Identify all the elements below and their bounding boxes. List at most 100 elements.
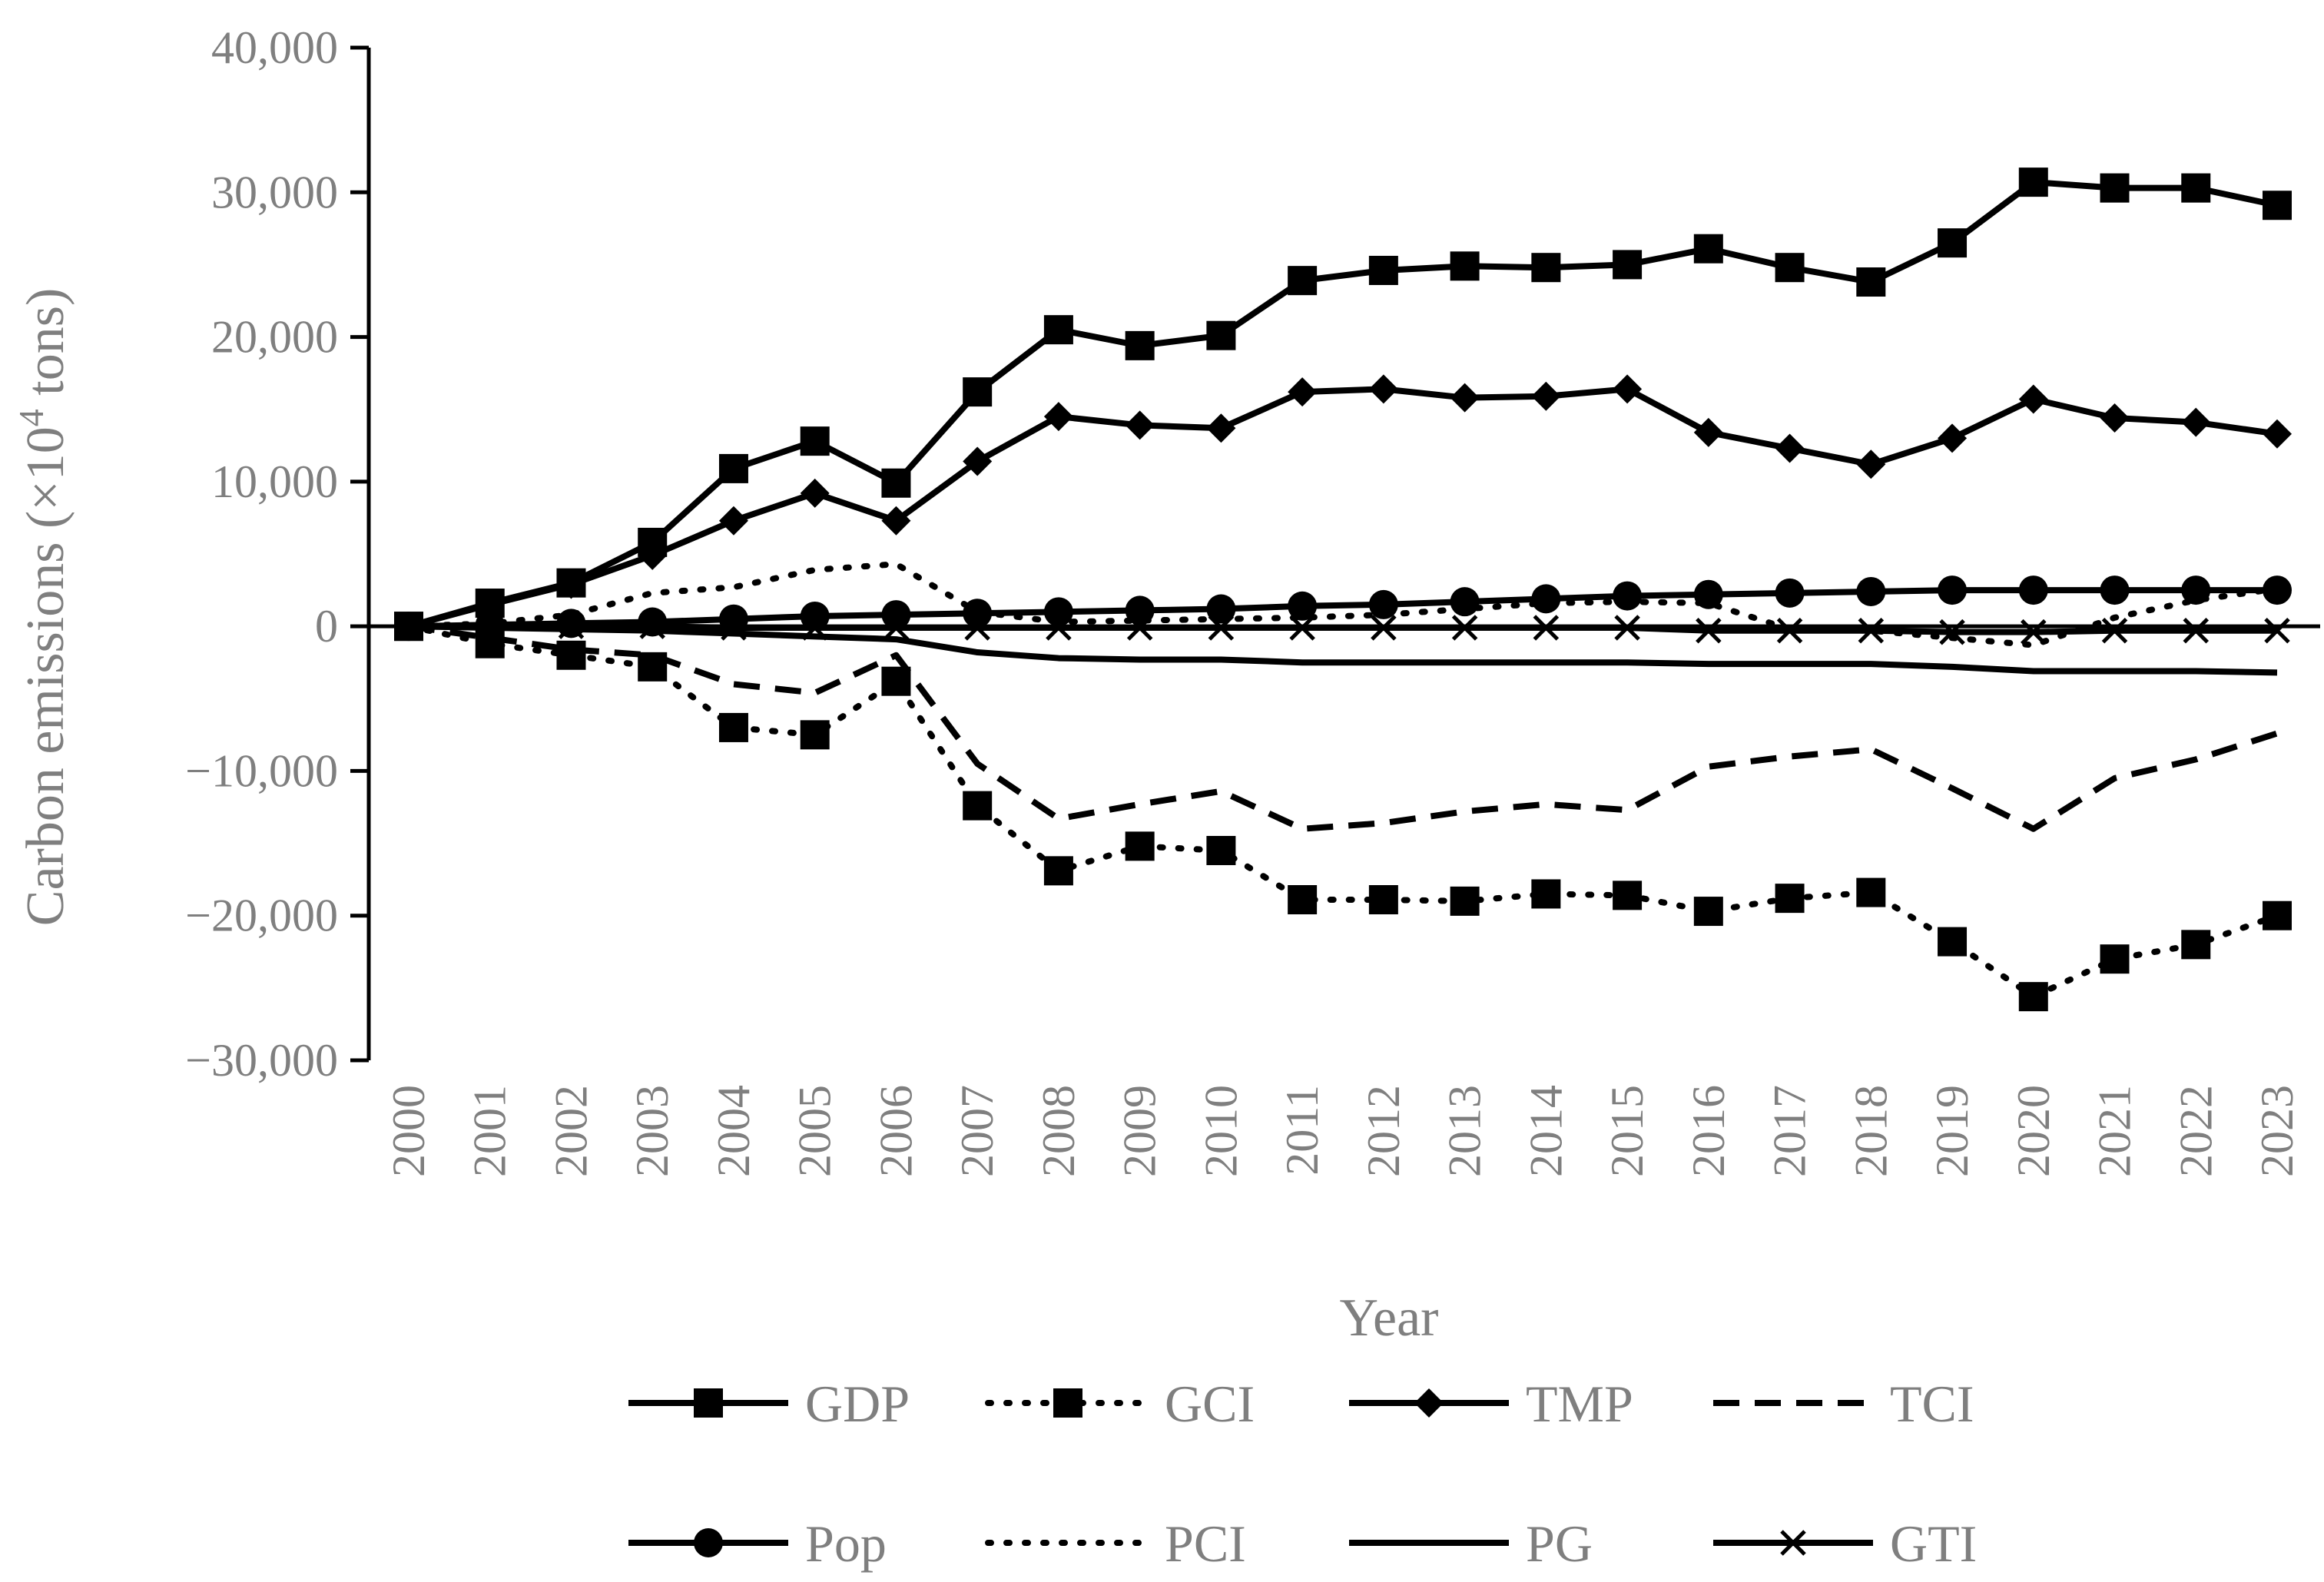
series-line-gdp bbox=[407, 179, 2278, 629]
x-axis-title: Year bbox=[1340, 1288, 1439, 1348]
series-gti bbox=[396, 613, 2290, 645]
series-pci bbox=[406, 561, 2280, 648]
x-tick-label: 2000 bbox=[383, 1085, 434, 1177]
data-point-gdp bbox=[1450, 251, 1480, 281]
data-point-gci bbox=[2018, 982, 2048, 1012]
data-point-gci bbox=[2181, 930, 2211, 960]
data-point-gdp bbox=[2100, 173, 2130, 203]
data-point-gdp bbox=[881, 468, 911, 498]
data-point-gdp bbox=[1693, 234, 1723, 264]
data-point-tmp bbox=[800, 478, 830, 508]
x-tick-label: 2010 bbox=[1195, 1085, 1246, 1177]
data-point-gti bbox=[1776, 618, 1803, 644]
y-tick-label: 30,000 bbox=[211, 167, 338, 217]
x-tick-label: 2022 bbox=[2170, 1085, 2221, 1177]
series-line-pci bbox=[406, 561, 2280, 648]
x-tick-labels: 2000 2001 2002 2003 2004 2005 2006 2007 2008 2009… bbox=[383, 1085, 2302, 1177]
data-point-pop bbox=[800, 601, 830, 631]
data-point-tmp bbox=[1288, 377, 1318, 407]
legend-label-tci: TCI bbox=[1890, 1375, 1974, 1433]
x-tick-label: 2002 bbox=[545, 1085, 596, 1177]
data-point-gdp bbox=[2181, 173, 2211, 203]
data-point-gti bbox=[721, 615, 747, 641]
data-point-pop bbox=[1206, 594, 1236, 624]
data-point-gti bbox=[964, 615, 990, 641]
y-tick-labels: 40,000 30,000 20,000 10,000 0 −10,000 −20,000 −… bbox=[185, 22, 369, 1086]
data-point-pop bbox=[2100, 575, 2130, 605]
data-point-tmp bbox=[638, 540, 668, 570]
legend-label-gti: GTI bbox=[1890, 1514, 1977, 1573]
series-pg bbox=[408, 623, 2278, 676]
series-tci bbox=[408, 623, 2279, 832]
data-point-gti bbox=[1614, 615, 1640, 641]
data-point-gti bbox=[1289, 615, 1315, 641]
data-point-gci bbox=[2263, 900, 2292, 930]
data-point-gti bbox=[1533, 615, 1560, 641]
data-point-gci bbox=[718, 712, 748, 742]
data-point-pop bbox=[1856, 576, 1886, 606]
data-point-gti bbox=[2101, 618, 2128, 644]
legend-label-pci: PCI bbox=[1165, 1514, 1246, 1573]
y-tick-label: −20,000 bbox=[185, 890, 338, 941]
data-point-gci bbox=[1613, 881, 1643, 910]
data-point-gdp bbox=[1125, 330, 1155, 360]
x-tick-label: 2011 bbox=[1277, 1085, 1328, 1176]
data-point-gti bbox=[2183, 618, 2210, 644]
data-point-pop bbox=[1531, 584, 1561, 614]
legend-marker-pop bbox=[694, 1528, 723, 1557]
data-point-gti bbox=[1371, 615, 1397, 641]
series-line-pg bbox=[408, 623, 2278, 676]
series-line-pop bbox=[408, 587, 2277, 630]
data-point-gdp bbox=[963, 377, 993, 407]
data-point-pop bbox=[1938, 575, 1968, 605]
series-line-tci bbox=[408, 623, 2279, 832]
y-tick-label: 0 bbox=[315, 601, 338, 652]
data-point-gti bbox=[558, 613, 585, 639]
data-point-gti bbox=[1451, 615, 1478, 641]
data-point-pop bbox=[1613, 581, 1643, 611]
y-axis-title-superscript: 4 bbox=[12, 409, 51, 426]
legend-label-pg: PG bbox=[1526, 1514, 1593, 1573]
data-point-gdp bbox=[1368, 255, 1398, 285]
data-point-tmp bbox=[1368, 374, 1398, 404]
data-point-gti bbox=[1858, 618, 1885, 644]
data-point-gdp bbox=[2263, 191, 2292, 221]
x-tick-label: 2023 bbox=[2252, 1085, 2302, 1177]
x-tick-label: 2019 bbox=[1927, 1085, 1978, 1177]
x-tick-label: 2016 bbox=[1683, 1085, 1734, 1177]
x-tick-label: 2003 bbox=[627, 1085, 678, 1177]
data-point-gci bbox=[1206, 835, 1236, 865]
legend-label-gci: GCI bbox=[1165, 1375, 1255, 1433]
data-point-tmp bbox=[2100, 403, 2130, 433]
y-axis-title-tail: tons) bbox=[16, 288, 75, 410]
data-point-gti bbox=[1939, 619, 1965, 645]
data-point-gci bbox=[1938, 927, 1968, 957]
data-point-tmp bbox=[881, 506, 911, 536]
data-point-gci bbox=[963, 791, 993, 821]
y-tick-label: 10,000 bbox=[211, 456, 338, 507]
data-point-pop bbox=[1288, 591, 1318, 621]
data-point-gdp bbox=[2018, 167, 2048, 197]
data-point-pop bbox=[1450, 587, 1480, 617]
legend-item-gti: GTI bbox=[1713, 1514, 1977, 1573]
x-tick-label: 2008 bbox=[1033, 1085, 1084, 1177]
data-point-gci bbox=[2100, 944, 2130, 974]
legend-label-tmp: TMP bbox=[1526, 1375, 1633, 1433]
x-tick-label: 2012 bbox=[1358, 1085, 1409, 1177]
data-point-tmp bbox=[1613, 374, 1643, 404]
x-tick-label: 2004 bbox=[708, 1085, 759, 1177]
data-point-tmp bbox=[1856, 449, 1886, 479]
y-tick-label: 20,000 bbox=[211, 312, 338, 363]
data-point-tmp bbox=[1693, 417, 1723, 447]
data-point-gdp bbox=[1206, 320, 1236, 350]
data-point-tmp bbox=[556, 569, 586, 599]
x-tick-label: 2006 bbox=[870, 1085, 921, 1177]
x-tick-label: 2020 bbox=[2008, 1085, 2059, 1177]
legend-item-tmp: TMP bbox=[1349, 1375, 1633, 1433]
y-axis-title: Carbon emissions (×104 tons) bbox=[12, 288, 75, 927]
data-point-gci bbox=[800, 720, 830, 750]
data-point-gdp bbox=[718, 453, 748, 483]
x-tick-label: 2009 bbox=[1115, 1085, 1165, 1177]
series-group bbox=[394, 167, 2292, 1012]
